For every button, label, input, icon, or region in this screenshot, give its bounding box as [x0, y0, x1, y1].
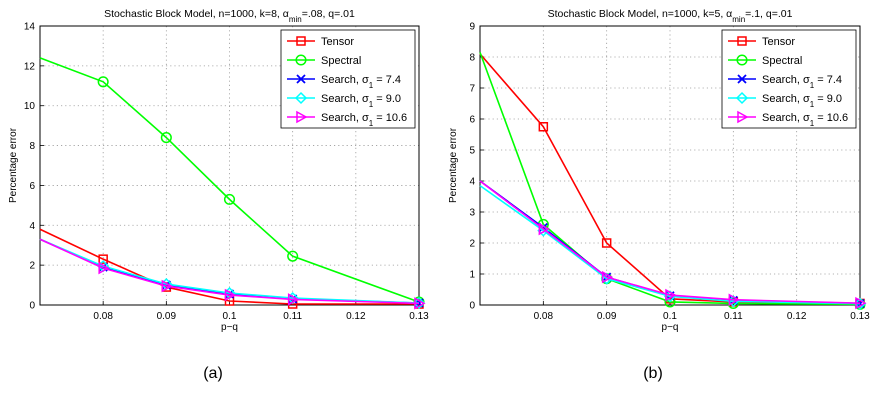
legend-label: Search, σ1 = 9.0 [321, 93, 401, 109]
y-axis-label: Percentage error [448, 127, 459, 203]
data-point [538, 122, 549, 132]
y-tick-label: 0 [469, 301, 475, 312]
legend: Tensor Spectral Search, σ1 = 7.4 Search, σ1… [721, 29, 857, 129]
data-point [287, 293, 300, 306]
x-tick-label: 0.13 [850, 311, 870, 322]
legend-marker [296, 74, 306, 84]
x-tick-label: 0.09 [597, 311, 617, 322]
y-tick-label: 1 [469, 270, 475, 281]
data-point [287, 250, 299, 262]
legend-label: Spectral [762, 55, 802, 67]
y-tick-label: 4 [29, 221, 35, 232]
y-tick-label: 10 [24, 101, 36, 112]
x-tick-label: 0.1 [663, 311, 677, 322]
series-line-5 [39, 238, 420, 305]
legend-marker [737, 110, 749, 124]
panel-caption: (b) [643, 365, 663, 382]
x-tick-label: 0.11 [724, 311, 743, 322]
series-line-4 [39, 238, 420, 304]
x-tick-label: 0.11 [283, 311, 302, 322]
legend-marker [735, 91, 749, 105]
legend-label: Search, σ1 = 7.4 [762, 74, 842, 90]
legend-marker [296, 36, 306, 46]
legend-label: Tensor [762, 36, 795, 48]
legend-marker [737, 36, 747, 46]
x-tick-label: 0.08 [93, 311, 113, 322]
series-line-2 [479, 52, 861, 306]
y-tick-label: 8 [29, 141, 35, 152]
y-tick-label: 2 [469, 239, 475, 250]
x-tick-label: 0.12 [346, 311, 366, 322]
x-axis-label: p−q [662, 322, 679, 333]
y-tick-label: 12 [24, 61, 36, 72]
y-tick-label: 14 [24, 22, 36, 33]
y-tick-label: 6 [469, 115, 475, 126]
y-tick-label: 6 [29, 181, 35, 192]
data-point [414, 297, 426, 310]
legend-marker [294, 91, 308, 105]
data-point [727, 297, 739, 310]
legend-label: Search, σ1 = 7.4 [321, 74, 401, 90]
data-point [601, 270, 614, 284]
panel-caption: (a) [203, 365, 223, 382]
series-line-5 [479, 180, 861, 304]
series-line-1 [39, 228, 419, 305]
series-line-2 [39, 57, 420, 303]
legend-label: Search, σ1 = 9.0 [762, 93, 842, 109]
data-point [160, 132, 172, 144]
chart-title: Stochastic Block Model, n=1000, k=8, αmi… [104, 8, 355, 24]
legend-marker [295, 54, 307, 66]
legend-label: Spectral [321, 55, 361, 67]
data-point [223, 193, 236, 205]
data-point [98, 254, 108, 264]
chart-panel-1: 0.08 0.09 0.1 0.11 0.12 0.13 0 2 4 6 8 10 12 14 Stocha… [8, 8, 429, 333]
y-tick-label: 0 [29, 301, 35, 312]
y-tick-label: 3 [469, 208, 475, 219]
y-axis-label: Percentage error [8, 127, 19, 203]
x-axis-label: p−q [221, 322, 238, 333]
legend-marker [737, 74, 747, 84]
x-tick-label: 0.13 [409, 311, 429, 322]
data-point [728, 293, 740, 307]
legend-marker [736, 54, 748, 66]
legend-label: Search, σ1 = 10.6 [321, 112, 407, 128]
y-tick-label: 9 [469, 22, 475, 33]
legend: Tensor Spectral Search, σ1 = 7.4 Search, σ1… [280, 29, 416, 129]
data-point [224, 288, 237, 302]
data-point [601, 238, 612, 248]
y-tick-label: 7 [469, 84, 475, 95]
data-point [855, 296, 867, 310]
data-point [538, 222, 550, 236]
y-tick-label: 2 [29, 261, 35, 272]
x-tick-label: 0.08 [534, 311, 554, 322]
series-line-4 [479, 184, 861, 305]
y-tick-label: 4 [469, 177, 475, 188]
y-tick-label: 5 [469, 146, 475, 157]
data-point [97, 76, 109, 88]
data-point [161, 279, 173, 293]
x-tick-label: 0.09 [157, 311, 177, 322]
x-tick-label: 0.1 [223, 311, 237, 322]
x-tick-label: 0.12 [787, 311, 807, 322]
data-point [665, 288, 677, 302]
legend-label: Search, σ1 = 10.6 [762, 112, 848, 128]
chart-panel-2: 0.08 0.09 0.1 0.11 0.12 0.13 0 1 2 3 4 5 6 7 8 9 Stochas… [448, 8, 870, 333]
data-point [98, 261, 110, 275]
chart-title: Stochastic Block Model, n=1000, k=5, αmi… [548, 8, 793, 24]
axes-box [479, 25, 861, 306]
y-tick-label: 8 [469, 53, 475, 64]
legend-marker [296, 110, 308, 124]
legend-label: Tensor [321, 36, 354, 48]
